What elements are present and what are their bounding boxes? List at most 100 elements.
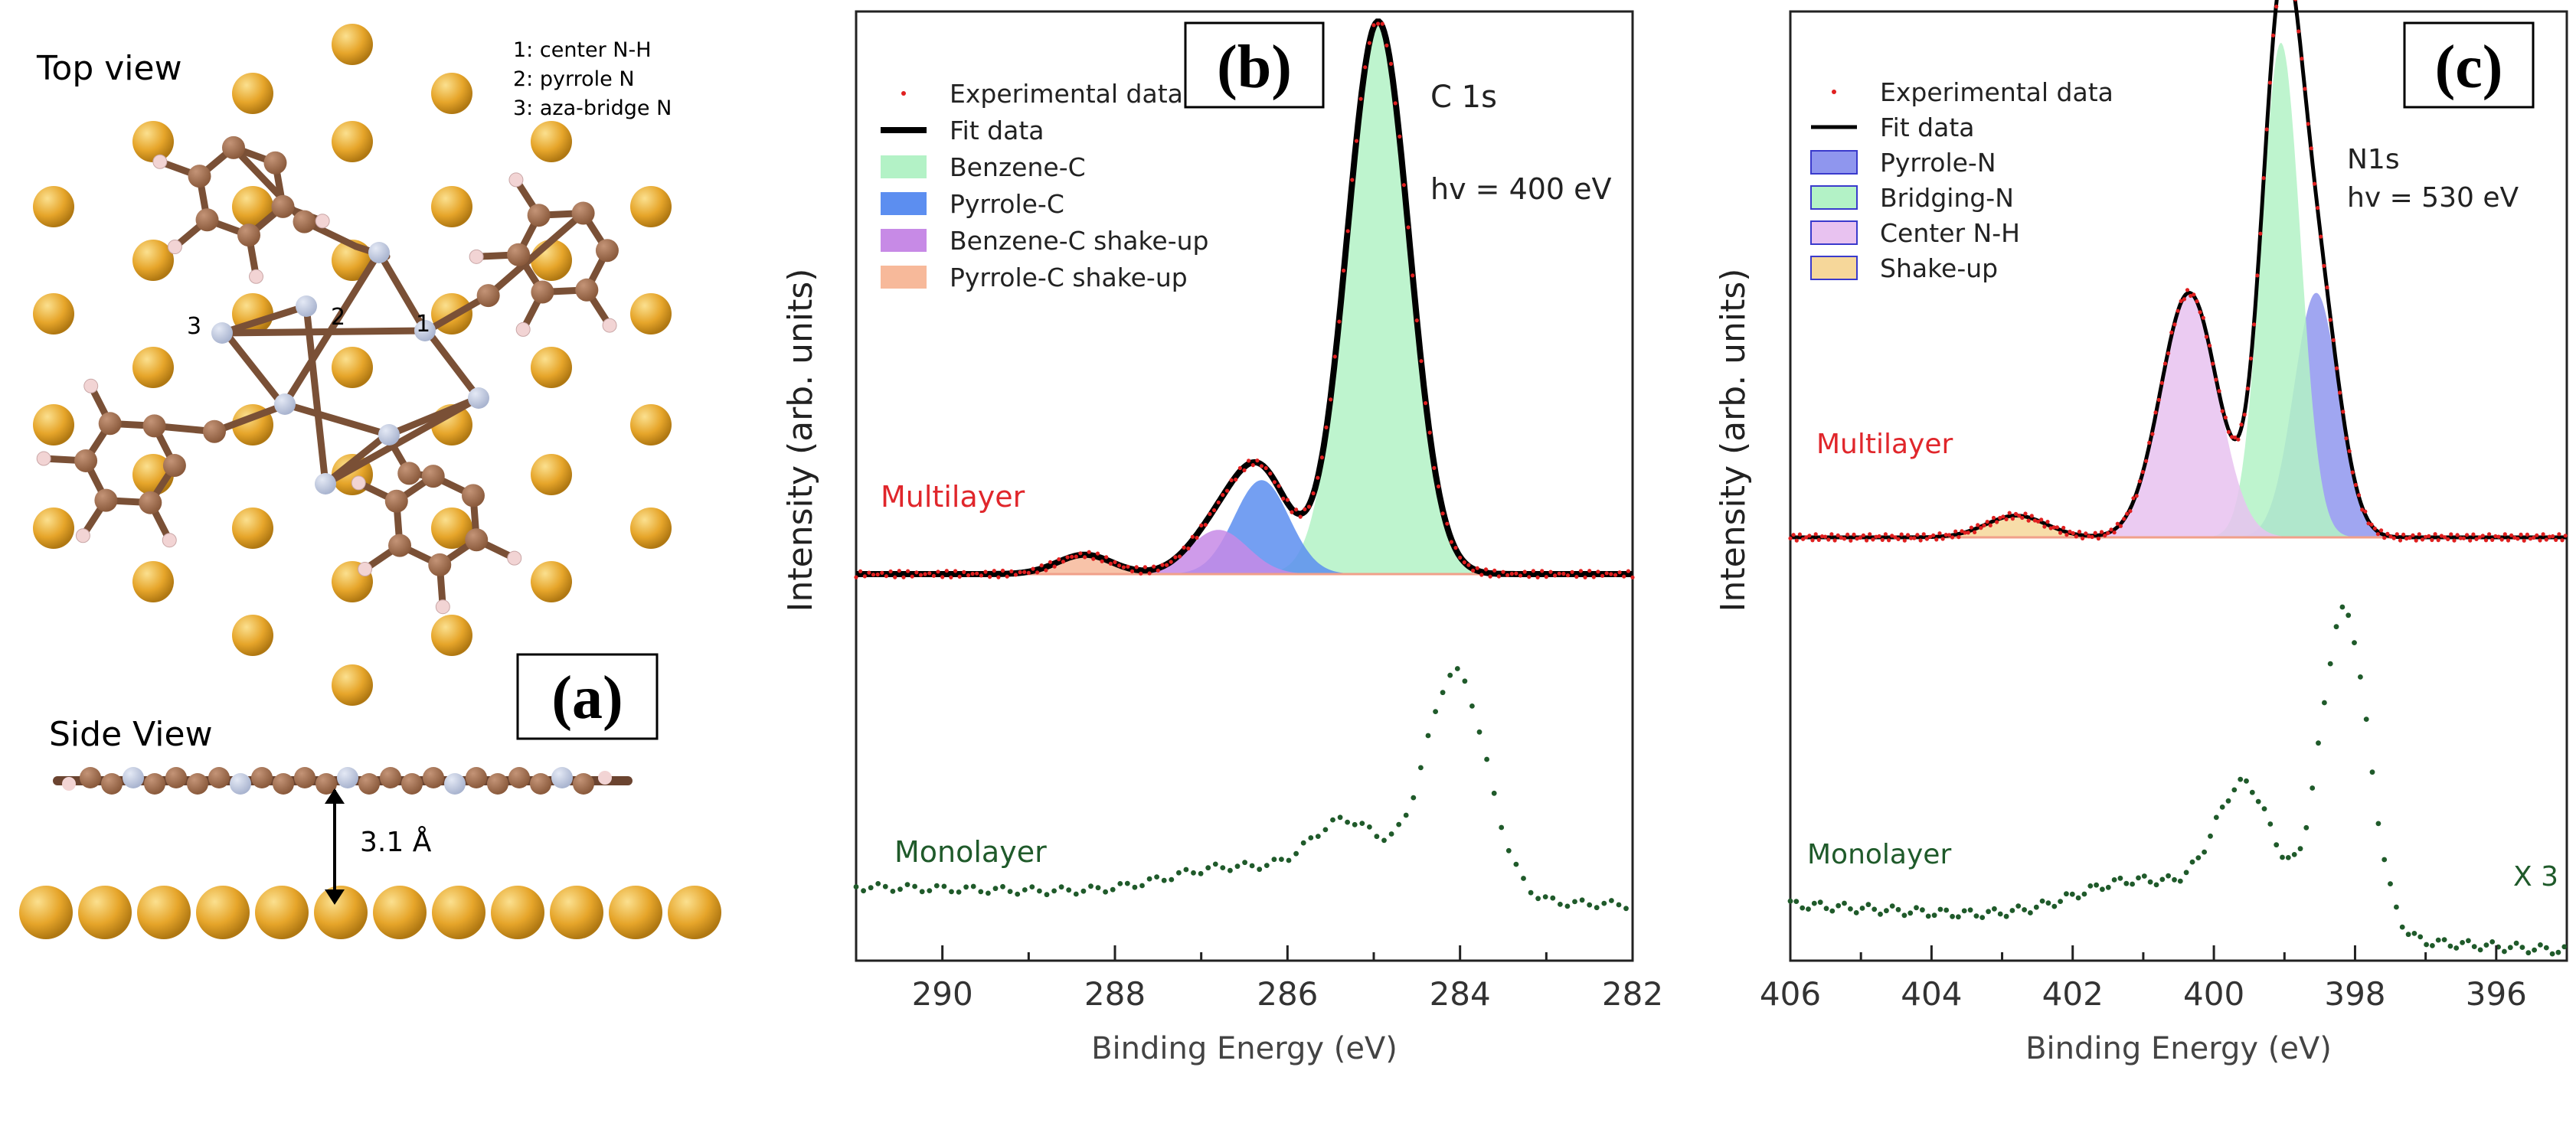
monolayer-point: [1542, 894, 1548, 899]
experimental-point: [1626, 569, 1630, 573]
experimental-point: [1259, 464, 1264, 468]
bond: [218, 302, 310, 337]
monolayer-point: [2507, 945, 2513, 951]
experimental-point: [2112, 530, 2117, 535]
monolayer-point: [1872, 906, 1878, 912]
monolayer-point: [2339, 604, 2346, 610]
experimental-point: [884, 574, 888, 579]
bond: [222, 329, 287, 410]
monolayer-point: [890, 889, 896, 894]
experimental-point: [2128, 509, 2133, 514]
monolayer-point: [1029, 884, 1035, 889]
monolayer-point: [927, 888, 933, 893]
legend-site-1: 1: center N-H: [513, 38, 652, 62]
monolayer-point: [2130, 881, 2136, 887]
monolayer-point: [2460, 940, 2466, 945]
monolayer-point: [1000, 883, 1005, 889]
core-level-title: C 1s: [1430, 80, 1497, 115]
gold-atom: [531, 454, 572, 495]
monolayer-point: [2064, 891, 2069, 897]
experimental-point: [1303, 507, 1307, 511]
experimental-point: [2420, 537, 2425, 542]
monolayer-point: [1337, 814, 1343, 821]
experimental-point: [1947, 533, 1951, 537]
component-pyrrole-c-shake-up: [856, 554, 1633, 574]
monolayer-point: [2274, 842, 2280, 848]
monolayer-point: [2255, 798, 2261, 805]
experimental-point: [2013, 511, 2019, 517]
experimental-point: [2058, 530, 2063, 535]
component-center-n-h: [1790, 292, 2567, 537]
gold-atom: [78, 886, 132, 939]
monolayer-point: [1616, 902, 1622, 908]
monolayer-point: [1161, 877, 1167, 883]
experimental-point: [1212, 508, 1217, 513]
monolayer-point: [1476, 729, 1483, 735]
experimental-point: [931, 573, 936, 578]
experimental-point: [2496, 534, 2501, 539]
monolayer-point: [2051, 903, 2058, 909]
carbon-atom: [293, 210, 316, 233]
component-shake-up: [1790, 515, 2567, 537]
monolayer-point: [1950, 913, 1956, 919]
experimental-point: [966, 573, 971, 578]
experimental-point: [2115, 521, 2120, 526]
legend-label: Pyrrole-N: [1880, 148, 1996, 178]
experimental-point: [2338, 390, 2342, 395]
experimental-point: [1915, 533, 1920, 537]
experimental-point: [1216, 500, 1221, 504]
experimental-point: [1535, 575, 1540, 579]
experimental-point: [1909, 536, 1914, 540]
experimental-point: [1816, 537, 1821, 543]
experimental-point: [1565, 573, 1571, 578]
experimental-point: [1788, 536, 1793, 540]
monolayer-point: [2285, 855, 2291, 860]
experimental-point: [1810, 538, 1815, 543]
experimental-point: [2547, 534, 2551, 539]
monolayer-point: [1015, 891, 1021, 897]
experimental-point: [1931, 533, 1936, 537]
experimental-point: [1807, 534, 1812, 538]
monolayer-point: [1242, 860, 1247, 866]
carbon-atom: [507, 243, 531, 266]
x-tick-label: 406: [1760, 975, 1821, 1013]
carbon-atom: [530, 773, 551, 795]
experimental-point: [1436, 484, 1441, 489]
monolayer-point: [1124, 880, 1130, 886]
nitrogen-atom: [444, 773, 466, 795]
monolayer-point: [2424, 942, 2430, 948]
monolayer-point: [2435, 937, 2441, 943]
experimental-point: [910, 574, 914, 579]
monolayer-point: [2069, 891, 2075, 897]
gold-atom: [609, 886, 662, 939]
hydrogen-atom: [598, 771, 612, 785]
experimental-point: [1363, 65, 1368, 70]
gold-surface-atoms-top: [33, 24, 672, 706]
monolayer-point: [2399, 924, 2405, 930]
monolayer-point: [2267, 821, 2274, 827]
experimental-point: [1466, 563, 1471, 567]
monolayer-point: [2081, 891, 2087, 897]
gold-atom: [332, 664, 373, 706]
experimental-point: [1121, 565, 1126, 570]
experimental-point: [1449, 540, 1453, 544]
monolayer-point: [1859, 906, 1865, 911]
legend-swatch: [881, 266, 927, 289]
experimental-point: [1475, 566, 1479, 570]
experimental-point: [1087, 550, 1091, 554]
experimental-point: [1553, 573, 1558, 578]
bond: [322, 394, 482, 488]
monolayer-point: [853, 884, 859, 889]
experimental-point: [2134, 494, 2139, 498]
experimental-point: [2506, 538, 2511, 543]
monolayer-point: [1433, 709, 1438, 714]
monolayer-point: [2219, 805, 2225, 810]
experimental-point: [1483, 567, 1489, 572]
monolayer-point: [1992, 906, 1997, 912]
experimental-point: [2328, 318, 2332, 322]
experimental-point: [2068, 529, 2072, 534]
monolayer-point: [1920, 907, 1925, 913]
experimental-point: [2032, 518, 2037, 523]
experimental-point: [1272, 480, 1277, 485]
hydrogen-atom: [351, 475, 366, 491]
